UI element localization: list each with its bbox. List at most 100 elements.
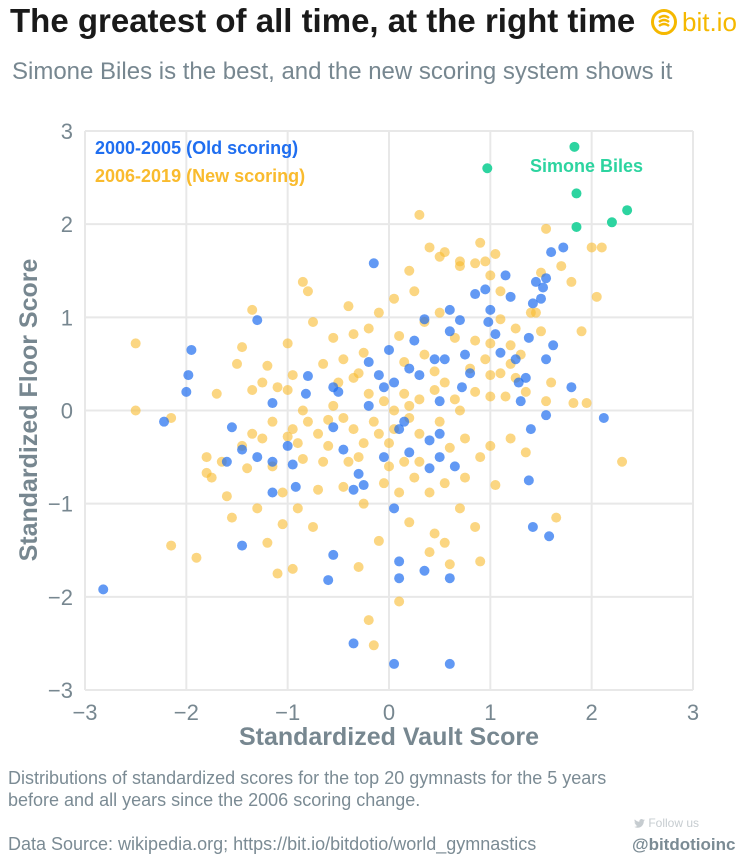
old-scoring-point [566, 382, 577, 393]
new-scoring-point [404, 265, 415, 276]
new-scoring-point [308, 521, 318, 532]
new-scoring-point [348, 424, 359, 435]
old-scoring-point [454, 315, 465, 326]
new-scoring-point [444, 559, 455, 570]
old-scoring-point [373, 370, 384, 381]
new-scoring-point [434, 307, 445, 318]
page-title: The greatest of all time, at the right t… [10, 2, 636, 39]
bitio-logo[interactable]: bit.io [650, 6, 737, 38]
new-scoring-point [318, 456, 329, 467]
old-scoring-point [399, 416, 410, 427]
old-scoring-point [429, 354, 440, 365]
old-scoring-point [226, 422, 237, 433]
new-scoring-point [424, 242, 435, 253]
old-scoring-point [389, 658, 400, 669]
new-scoring-point [495, 368, 506, 379]
old-scoring-point [434, 452, 445, 463]
old-scoring-point [541, 354, 552, 365]
new-scoring-point [460, 433, 470, 444]
old-scoring-point [414, 370, 425, 381]
old-scoring-point [434, 396, 445, 407]
old-scoring-point [434, 428, 445, 439]
follow-us-label[interactable]: Follow us [634, 816, 699, 830]
old-scoring-point [389, 503, 400, 514]
old-scoring-point [515, 396, 526, 407]
new-scoring-point [338, 354, 349, 365]
new-scoring-point [363, 388, 374, 399]
new-scoring-point [191, 552, 202, 563]
new-scoring-point [536, 326, 546, 337]
new-scoring-point [389, 293, 400, 304]
new-scoring-point [378, 396, 389, 407]
new-scoring-point [363, 615, 374, 626]
new-scoring-point [287, 563, 298, 574]
new-scoring-point [348, 372, 359, 383]
old-scoring-point [394, 573, 405, 584]
old-scoring-point [456, 382, 467, 393]
new-scoring-point [439, 377, 450, 388]
old-scoring-point [536, 293, 546, 304]
new-scoring-point [272, 382, 283, 393]
new-scoring-point [272, 568, 283, 579]
biles-point [571, 221, 582, 232]
old-scoring-point [470, 289, 481, 300]
new-scoring-point [470, 335, 481, 346]
biles-point [571, 188, 582, 199]
data-points [98, 141, 633, 669]
old-scoring-point [490, 329, 501, 340]
new-scoring-point [394, 596, 405, 607]
old-scoring-point [267, 398, 278, 409]
old-scoring-point [444, 658, 455, 669]
new-scoring-point [348, 329, 359, 340]
new-scoring-point [262, 360, 273, 371]
new-scoring-point [226, 512, 237, 523]
old-scoring-point [544, 531, 555, 542]
new-scoring-point [343, 456, 354, 467]
new-scoring-point [581, 398, 592, 409]
new-scoring-point [338, 412, 349, 423]
new-scoring-point [404, 517, 415, 528]
new-scoring-point [282, 431, 293, 442]
old-scoring-point [328, 382, 339, 393]
x-tick-label: 2 [586, 700, 598, 725]
new-scoring-point [485, 440, 496, 451]
old-scoring-point [363, 357, 374, 368]
new-scoring-point [475, 556, 486, 567]
old-scoring-point [460, 349, 470, 360]
old-scoring-point [181, 386, 192, 397]
old-scoring-point [525, 424, 536, 435]
new-scoring-point [424, 487, 435, 498]
new-scoring-point [490, 248, 501, 259]
y-axis-label: Standardized Floor Score [15, 258, 43, 561]
new-scoring-point [510, 323, 521, 334]
x-axis-label: Standardized Vault Score [239, 723, 539, 751]
new-scoring-point [485, 270, 496, 281]
new-scoring-point [287, 424, 298, 435]
old-scoring-point [449, 461, 460, 472]
twitter-handle[interactable]: @bitdotioinc [632, 835, 736, 854]
old-scoring-point [267, 456, 278, 467]
new-scoring-point [292, 503, 303, 514]
new-scoring-point [247, 304, 258, 315]
new-scoring-point [505, 340, 516, 351]
old-scoring-point [465, 368, 476, 379]
new-scoring-point [358, 438, 369, 449]
new-scoring-point [541, 396, 552, 407]
x-tick-label: 0 [383, 700, 395, 725]
old-scoring-point [378, 382, 389, 393]
biles-point [482, 163, 493, 174]
page-subtitle: Simone Biles is the best, and the new sc… [12, 58, 673, 85]
new-scoring-point [424, 547, 435, 558]
old-scoring-point [439, 354, 450, 365]
new-scoring-point [368, 416, 379, 427]
old-scoring-point [186, 344, 197, 355]
new-scoring-point [257, 377, 268, 388]
old-scoring-point [404, 447, 415, 458]
new-scoring-point [302, 286, 313, 297]
old-scoring-point [538, 282, 549, 293]
old-scoring-point [444, 326, 455, 337]
old-scoring-point [290, 481, 301, 492]
new-scoring-point [394, 487, 405, 498]
new-scoring-point [495, 286, 506, 297]
new-scoring-point [302, 416, 313, 427]
